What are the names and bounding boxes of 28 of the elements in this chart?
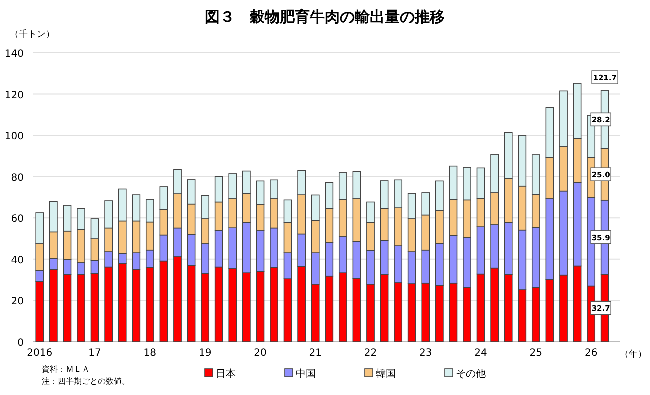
x-tick-label: 20 [254,348,267,359]
x-axis-title: （年） [620,349,647,360]
y-tick-label: 40 [11,255,24,266]
chart-title: 図３ 穀物肥育牛肉の輸出量の推移 [205,8,445,26]
y-tick-label: 0 [18,338,24,349]
text: 注：四半期ごとの数値。 [42,377,130,386]
x-tick-label: 22 [364,348,378,359]
legend-label: 中国 [296,368,316,380]
x-tick-label: 18 [144,348,157,359]
x-tick-label: 24 [474,348,488,359]
x-tick-label: 17 [88,348,102,359]
y-tick-label: 80 [11,172,24,184]
x-tick-label: 21 [309,348,322,359]
y-tick-label: 60 [11,214,24,226]
legend-label: 日本 [216,368,236,380]
x-tick-label: 2016 [27,348,53,359]
y-axis-title: （千トン） [10,29,55,40]
x-tick-label: 25 [530,348,543,359]
legend-label: その他 [456,368,486,380]
legend-label: 韓国 [376,368,396,380]
x-tick-label: 23 [420,348,432,359]
y-tick-label: 100 [4,132,24,143]
x-tick-label: 19 [198,348,212,359]
y-tick-label: 120 [4,90,24,102]
text: 資料：ＭＬＡ [42,365,90,374]
x-tick-label: 26 [584,348,598,359]
y-tick-label: 140 [4,49,24,60]
y-tick-label: 20 [11,296,24,308]
